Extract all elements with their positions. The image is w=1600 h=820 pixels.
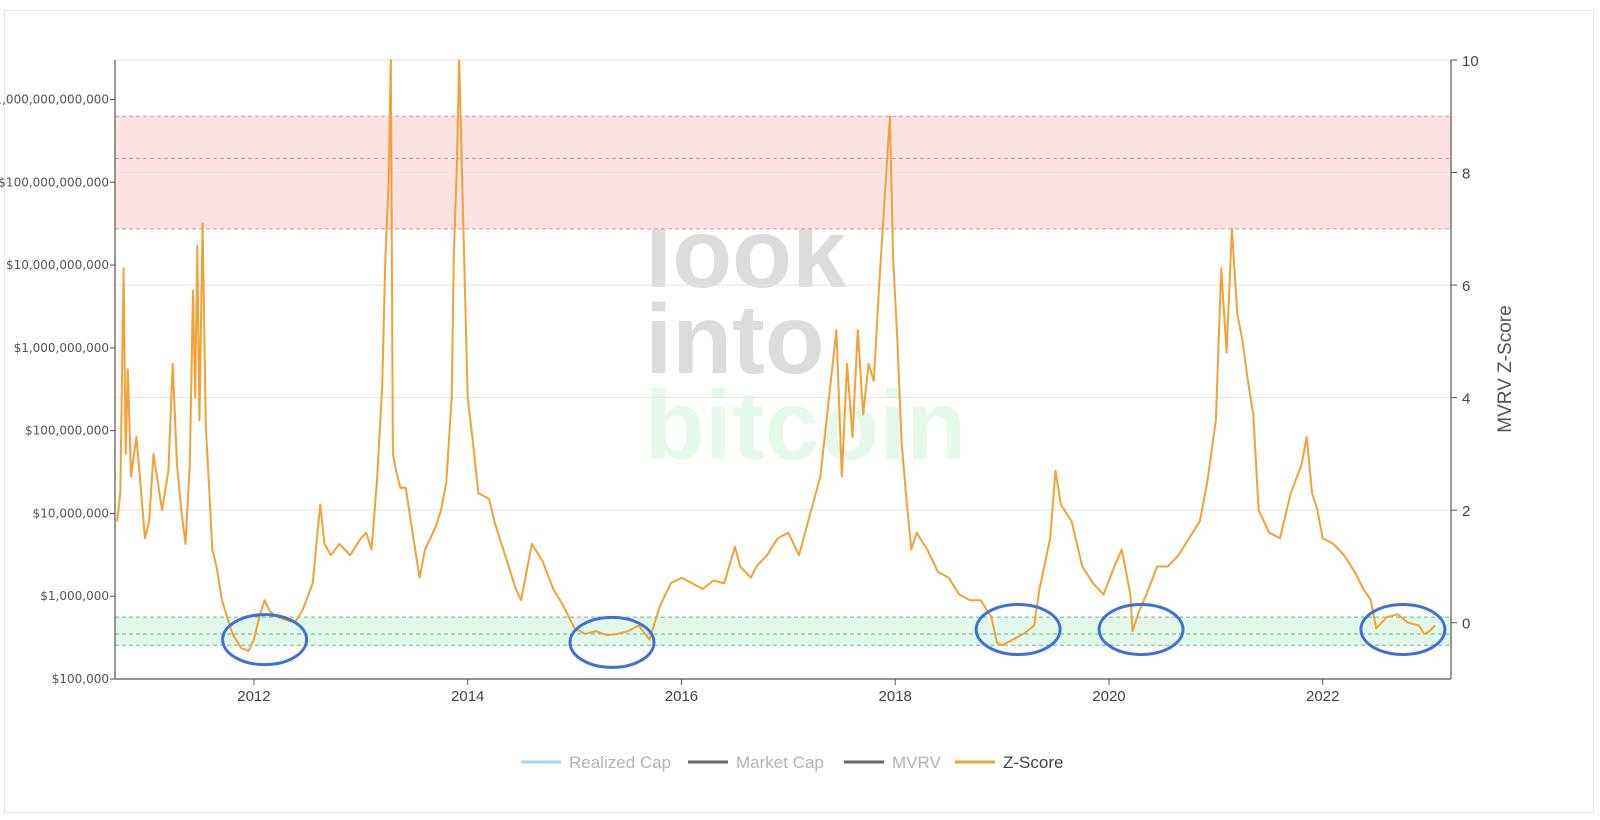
highlight-circle <box>974 602 1062 656</box>
left-tick-label: $100,000,000,000 <box>0 175 109 189</box>
highlight-circle <box>221 613 309 667</box>
legend-label: MVRV <box>892 753 941 772</box>
series-lines <box>116 59 1436 652</box>
left-tick-label: $1,000,000 <box>40 589 109 603</box>
series-line-zscore <box>116 59 1436 652</box>
left-tick-label: 1,000,000,000,000 <box>0 92 109 106</box>
x-tick-label: 2012 <box>237 688 270 705</box>
highlight-circle <box>1359 602 1447 656</box>
left-tick-label: $100,000 <box>52 672 109 686</box>
right-tick-label: 2 <box>1462 503 1470 520</box>
x-tick-label: 2014 <box>451 688 484 705</box>
gridlines <box>115 59 1451 511</box>
highlight-circle <box>1097 602 1185 656</box>
left-tick-label: $100,000,000 <box>25 424 109 438</box>
right-tick-label: 4 <box>1462 391 1470 408</box>
legend-label: Realized Cap <box>569 753 671 772</box>
x-tick-label: 2018 <box>879 688 912 705</box>
x-tick-label: 2022 <box>1306 688 1339 705</box>
right-tick-label: 0 <box>1462 616 1470 633</box>
right-tick-label: 10 <box>1462 53 1479 70</box>
legend-label: Market Cap <box>736 753 824 772</box>
highlight-circle <box>568 615 656 669</box>
right-tick-label: 8 <box>1462 166 1470 183</box>
x-tick-label: 2016 <box>665 688 698 705</box>
highlight-circles <box>221 602 1447 669</box>
right-tick-label: 6 <box>1462 278 1470 295</box>
chart-frame <box>4 10 1594 813</box>
watermark-word: into <box>645 284 825 394</box>
axes: $100,000 $1,000,000 $10,000,000 $100,000,00… <box>0 53 1516 705</box>
legend-label: Z-Score <box>1003 753 1063 772</box>
x-tick-label: 2020 <box>1092 688 1125 705</box>
bottom-zone-fill <box>115 617 1451 646</box>
legend: Realized Cap Market Cap MVRV Z-Score <box>521 753 1063 772</box>
left-tick-label: $1,000,000,000 <box>14 341 109 355</box>
left-tick-label: $10,000,000,000 <box>6 258 109 272</box>
watermark-word: bitcoin <box>645 370 966 480</box>
right-axis-label: MVRV Z-Score <box>1495 305 1516 432</box>
left-tick-label: $10,000,000 <box>33 506 109 520</box>
